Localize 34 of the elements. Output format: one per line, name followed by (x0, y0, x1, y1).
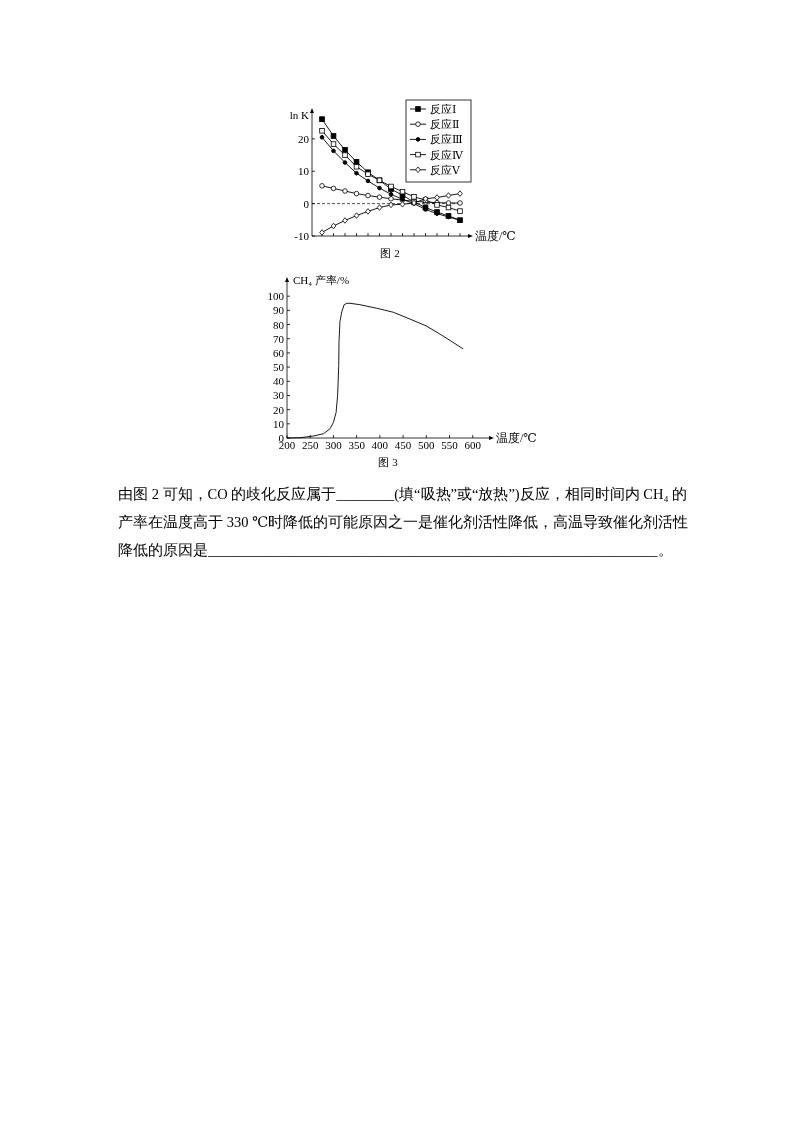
y-tick-label: 30 (273, 389, 285, 402)
legend-label: 反应Ⅰ (430, 103, 457, 115)
legend-label: 反应Ⅳ (430, 148, 464, 161)
legend-label: 反应Ⅱ (430, 118, 460, 131)
y-tick-label: 40 (273, 375, 285, 388)
y-axis-title: CH₄ 产率/% (293, 274, 350, 286)
y-tick-label: 100 (267, 290, 285, 303)
x-tick-label: 400 (371, 439, 389, 451)
y-tick-label: 10 (273, 417, 285, 430)
y-tick-label: 0 (303, 197, 310, 210)
x-axis-title: 温度/℃ (496, 431, 537, 445)
x-tick-label: 500 (418, 439, 436, 451)
y-tick-label: 50 (273, 361, 285, 374)
x-axis-title: 温度/℃ (475, 229, 516, 243)
x-tick-label: 550 (441, 439, 459, 451)
text: 图 3 (378, 456, 399, 468)
y-tick-label: -10 (294, 230, 310, 242)
y-tick-label: 90 (273, 304, 285, 317)
legend-label: 反应Ⅴ (430, 163, 461, 176)
y-tick-label: 20 (298, 132, 310, 145)
x-tick-label: 600 (464, 439, 482, 451)
y-axis-title: ln K (289, 109, 310, 121)
y-tick-label: 60 (273, 346, 285, 359)
x-tick-label: 350 (348, 439, 366, 451)
text: 图 2 (380, 247, 400, 259)
x-tick-label: 450 (394, 439, 412, 451)
x-tick-label: 300 (325, 439, 343, 451)
y-tick-label: 70 (273, 332, 285, 345)
x-tick-label: 250 (301, 439, 319, 451)
y-tick-label: 20 (273, 403, 285, 416)
y-tick-label: 80 (273, 318, 285, 331)
legend-label: 反应Ⅲ (430, 133, 463, 146)
text: 由图 2 可知，CO 的歧化反应属于________(填“吸热”或“放热”)反应，相同时间内 CH₄ 的产率在温度高于 330 ℃时降低的可能原因之一是催化剂活性降低，高温导致催化剂活性降低的原因是______________________________________________________________。 (118, 485, 690, 560)
y-tick-label: 10 (298, 165, 310, 178)
